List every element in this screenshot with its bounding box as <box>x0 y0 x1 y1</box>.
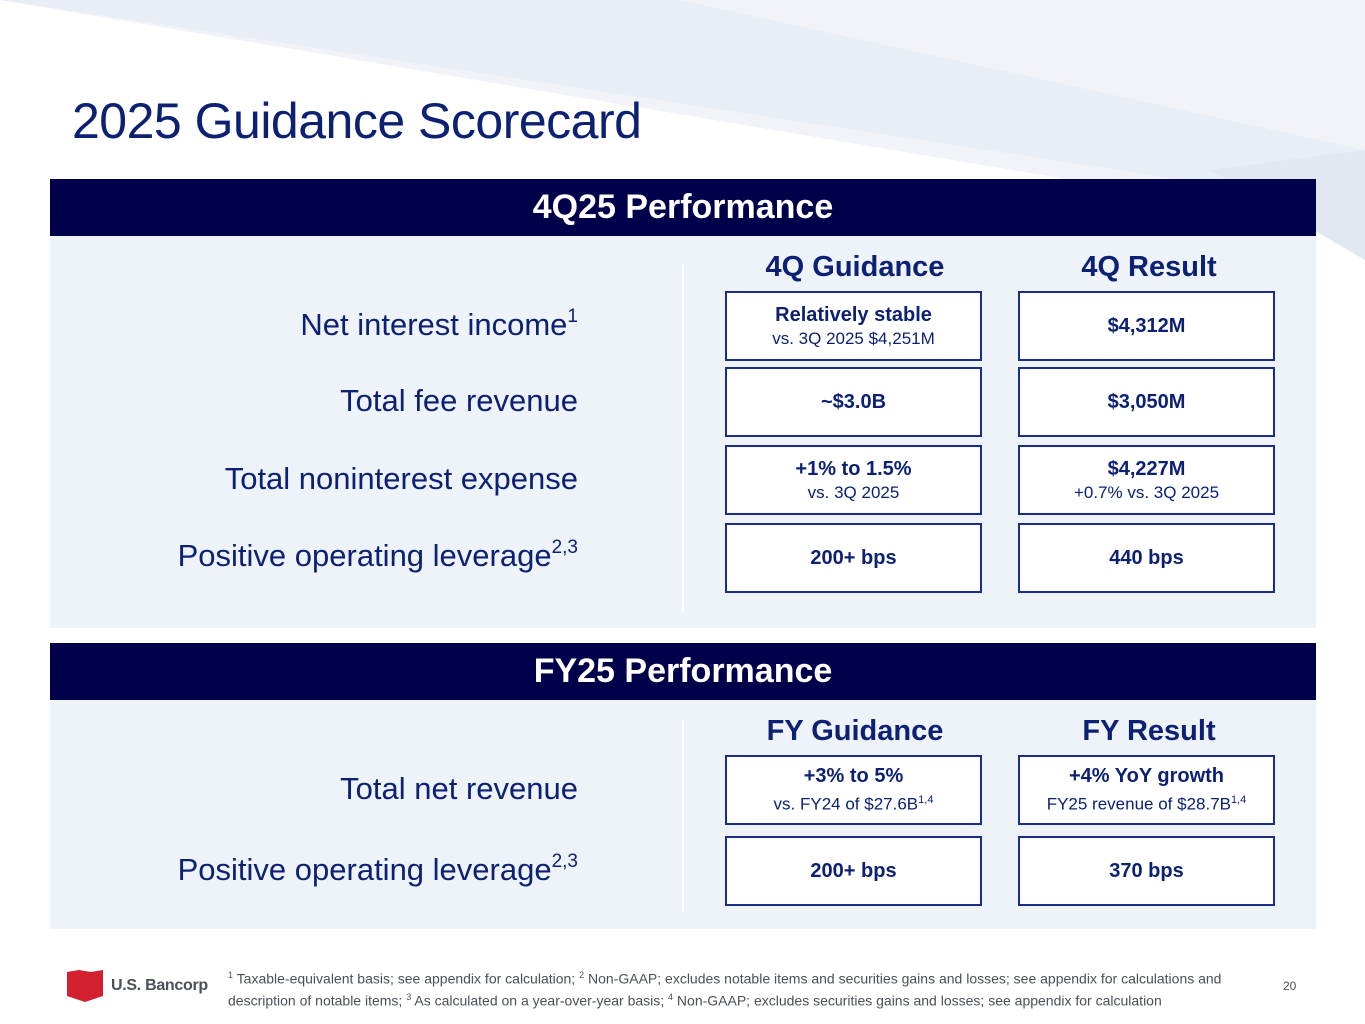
guidance-box-total-net-revenue: +3% to 5% vs. FY24 of $27.6B1,4 <box>725 755 982 825</box>
result-box-total-net-revenue: +4% YoY growth FY25 revenue of $28.7B1,4 <box>1018 755 1275 825</box>
row-label-total-noninterest-expense: Total noninterest expense <box>224 461 578 496</box>
page-number: 20 <box>1283 979 1297 993</box>
row-label-total-net-revenue: Total net revenue <box>340 771 578 806</box>
guidance-box-total-fee-revenue: ~$3.0B <box>725 367 982 437</box>
quarter-guidance-column-header: 4Q Guidance <box>765 251 945 283</box>
result-box-total-noninterest-expense: $4,227M +0.7% vs. 3Q 2025 <box>1018 445 1275 515</box>
fullyear-panel-header: FY25 Performance <box>50 643 1316 700</box>
page-title: 2025 Guidance Scorecard <box>72 93 642 149</box>
quarter-result-column-header: 4Q Result <box>1081 251 1217 283</box>
guidance-box-net-interest-income: Relatively stable vs. 3Q 2025 $4,251M <box>725 291 982 361</box>
result-box-net-interest-income: $4,312M <box>1018 291 1275 361</box>
guidance-box-operating-leverage: 200+ bps <box>725 836 982 906</box>
fullyear-guidance-column-header: FY Guidance <box>766 715 944 747</box>
result-box-total-fee-revenue: $3,050M <box>1018 367 1275 437</box>
footnotes: 1 Taxable-equivalent basis; see appendix… <box>228 970 1222 1009</box>
result-box-operating-leverage: 370 bps <box>1018 836 1275 906</box>
column-divider <box>682 264 684 612</box>
guidance-box-total-noninterest-expense: +1% to 1.5% vs. 3Q 2025 <box>725 445 982 515</box>
row-label-positive-operating-leverage: Positive operating leverage2,3 <box>177 536 578 573</box>
quarter-panel-header: 4Q25 Performance <box>50 179 1316 236</box>
row-label-net-interest-income: Net interest income1 <box>300 305 578 342</box>
row-label-positive-operating-leverage: Positive operating leverage2,3 <box>177 850 578 887</box>
company-logo: U.S. Bancorp <box>67 970 208 1002</box>
column-divider <box>682 720 684 912</box>
row-label-total-fee-revenue: Total fee revenue <box>340 383 578 418</box>
guidance-box-operating-leverage: 200+ bps <box>725 523 982 593</box>
fullyear-result-column-header: FY Result <box>1082 715 1216 747</box>
shield-logo-icon <box>67 970 103 1002</box>
result-box-operating-leverage: 440 bps <box>1018 523 1275 593</box>
fullyear-performance-panel: FY25 Performance FY Guidance FY Result T… <box>50 643 1316 929</box>
quarter-performance-panel: 4Q25 Performance 4Q Guidance 4Q Result N… <box>50 179 1316 628</box>
logo-text: U.S. Bancorp <box>111 977 208 994</box>
